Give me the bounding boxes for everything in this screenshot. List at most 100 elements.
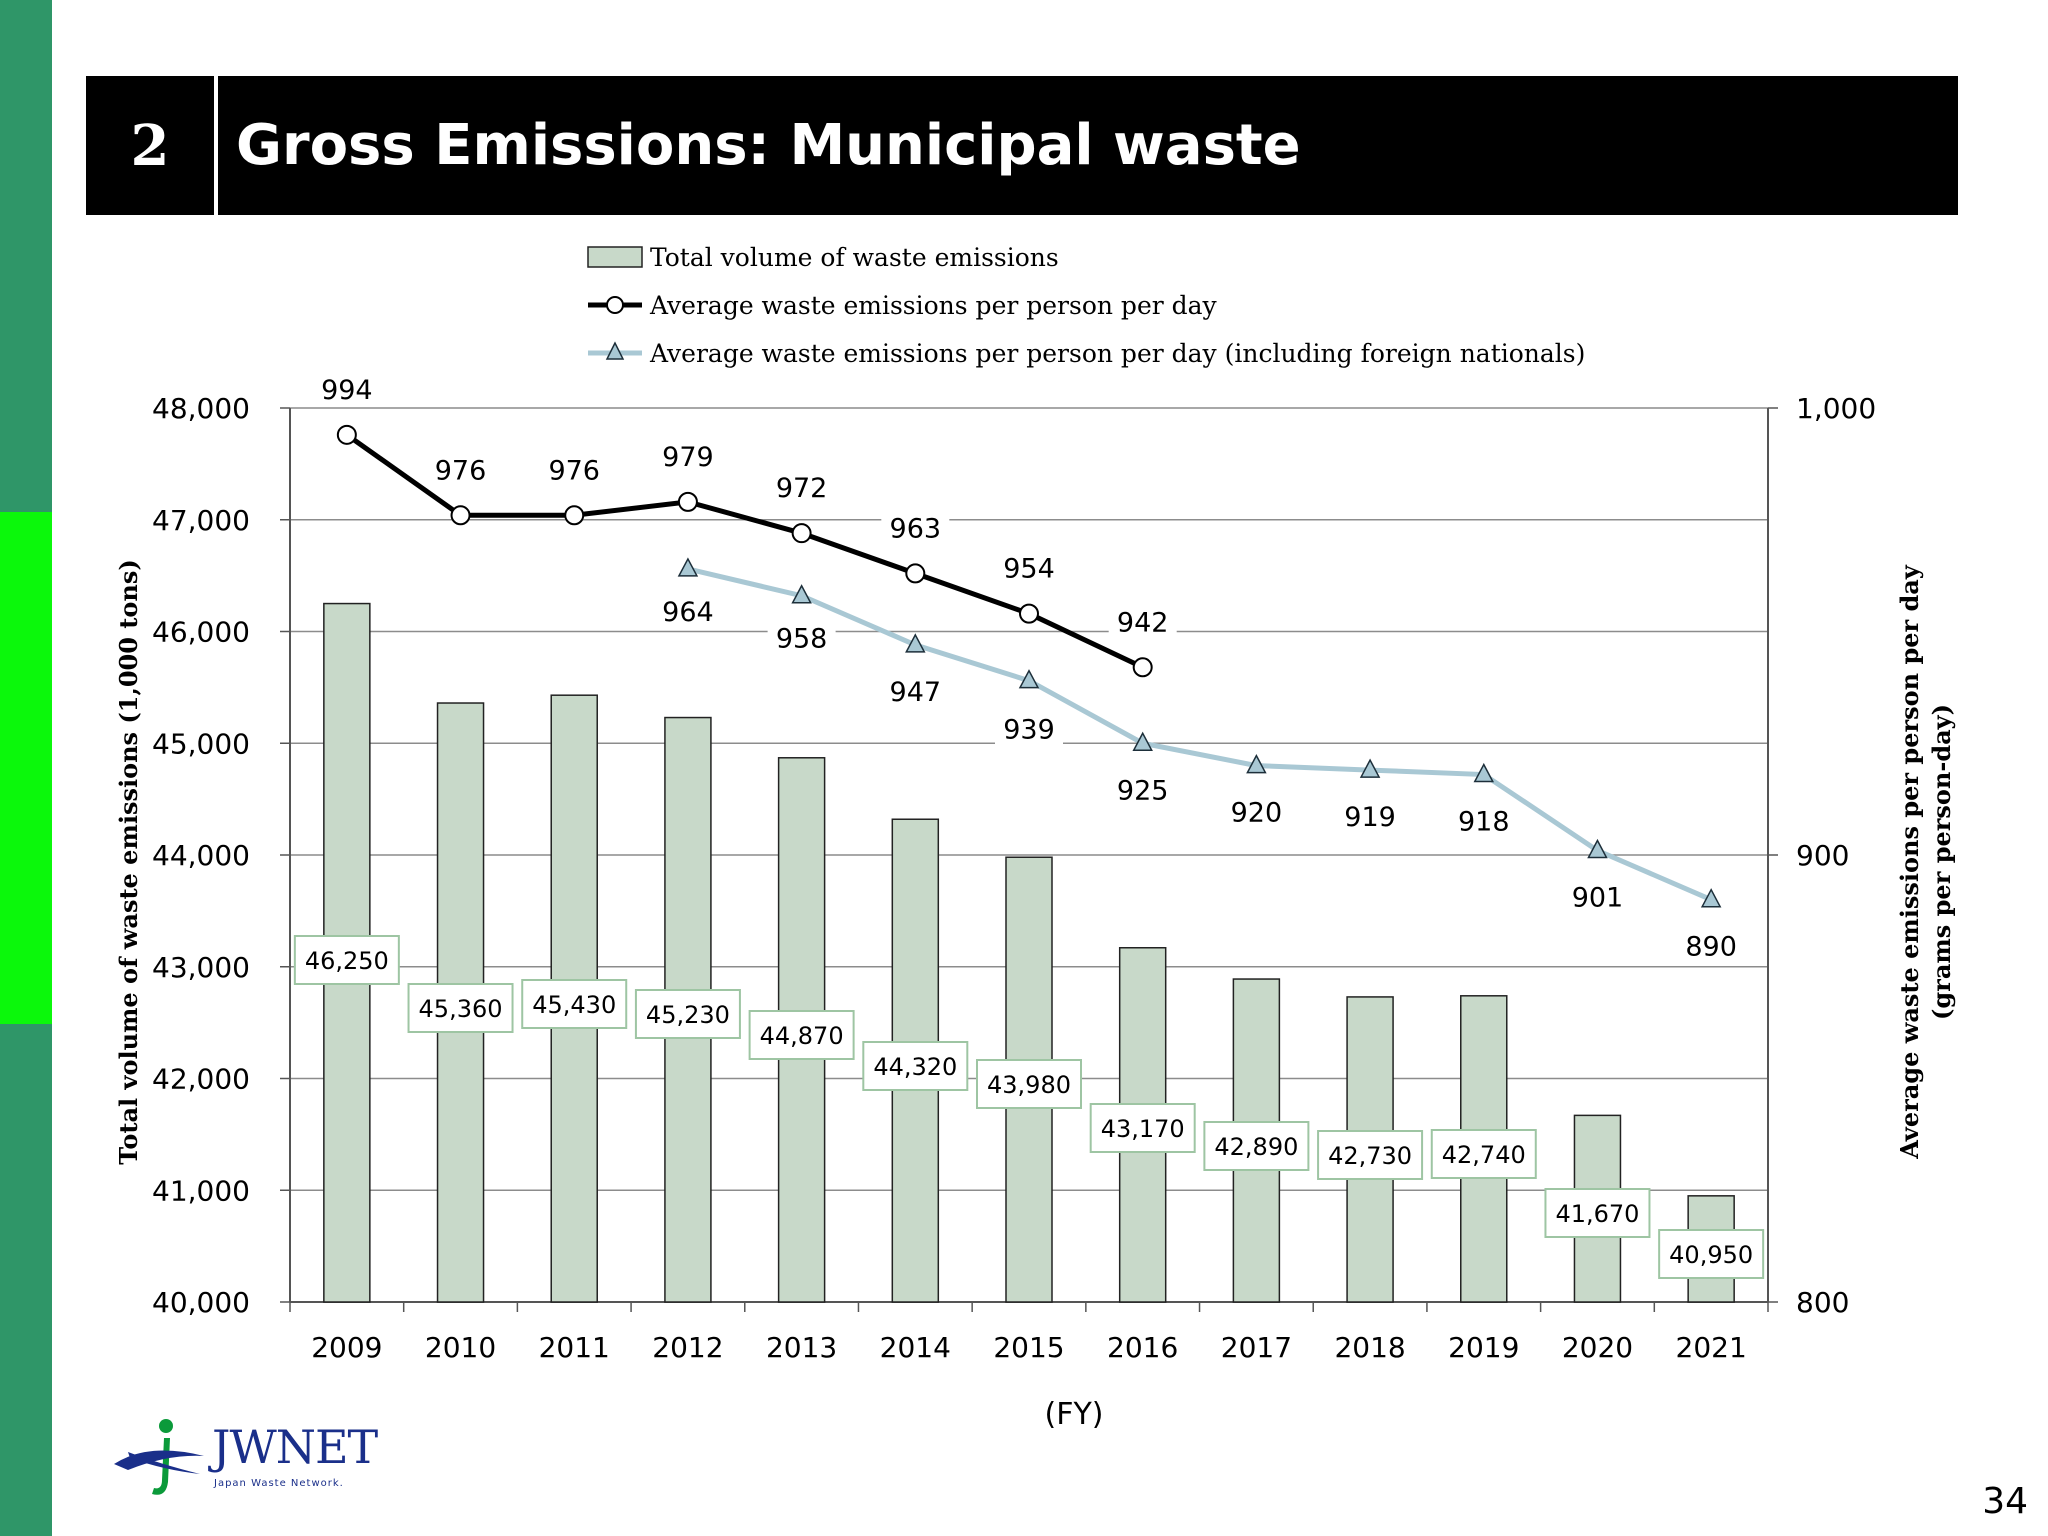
bar-label-box — [1658, 1229, 1765, 1279]
bar-value-label: 41,670 — [1555, 1200, 1639, 1228]
per-capita-series-value-label: 976 — [548, 455, 600, 486]
per-capita-foreign-series-point — [1132, 731, 1153, 751]
y2-tick-label: 900 — [1796, 839, 1849, 872]
x-tick-label: 2010 — [425, 1331, 496, 1364]
per-capita-foreign-series-point — [1246, 753, 1267, 774]
bar-label-box — [521, 979, 628, 1029]
per-capita-foreign-series-label-bg — [1336, 800, 1405, 835]
bar-label-box — [1203, 1121, 1310, 1171]
per-capita-series-point — [564, 505, 585, 526]
per-capita-foreign-series-point — [905, 633, 926, 653]
slide-header: 2 Gross Emissions: Municipal waste — [86, 76, 1958, 215]
per-capita-foreign-series-line — [687, 566, 1713, 902]
bar-value-label: 46,250 — [305, 947, 389, 975]
per-capita-series-point — [791, 523, 812, 544]
per-capita-series-value-label: 972 — [776, 473, 828, 504]
per-capita-series-label-bg — [653, 439, 722, 474]
per-capita-foreign-series-point — [791, 584, 812, 604]
y-tick-label: 47,000 — [152, 504, 250, 537]
jwnet-mark-icon — [114, 1419, 204, 1495]
per-capita-series-point — [1132, 657, 1153, 678]
bar-value-label: 42,740 — [1442, 1141, 1526, 1169]
x-tick-label: 2018 — [1334, 1331, 1405, 1364]
x-tick-label: 2020 — [1562, 1331, 1633, 1364]
per-capita-foreign-series-point — [1700, 888, 1722, 908]
bar-label-box — [407, 983, 514, 1033]
per-capita-series-label-bg — [1108, 605, 1177, 640]
per-capita-series-point — [905, 563, 926, 584]
legend-label: Total volume of waste emissions — [650, 243, 1059, 272]
legend-label: Average waste emissions per person per d… — [649, 291, 1218, 320]
x-tick-label: 2017 — [1221, 1331, 1292, 1364]
per-capita-foreign-series-value-label: 939 — [1003, 715, 1055, 746]
per-capita-foreign-series-point — [1473, 762, 1495, 783]
x-tick-label: 2012 — [652, 1331, 723, 1364]
per-capita-series-label-bg — [426, 453, 495, 488]
per-capita-series-label-bg — [312, 372, 381, 407]
y2-axis-title-line2: (grams per person-day) — [1927, 704, 1956, 1020]
per-capita-series-value-label: 954 — [1003, 554, 1055, 585]
per-capita-series-point — [336, 424, 357, 445]
y-tick-label: 40,000 — [152, 1286, 250, 1319]
x-tick-label: 2021 — [1676, 1331, 1747, 1364]
per-capita-foreign-series-label-bg — [767, 621, 836, 656]
bar-value-label: 40,950 — [1669, 1241, 1753, 1269]
y-tick-label: 41,000 — [152, 1174, 250, 1207]
legend-swatch-bar — [587, 246, 643, 268]
bar-label-box — [293, 935, 400, 985]
page-number: 34 — [1982, 1481, 2028, 1522]
per-capita-foreign-series-point — [1359, 758, 1381, 778]
x-tick-label: 2011 — [539, 1331, 610, 1364]
per-capita-foreign-series-label-bg — [881, 674, 950, 709]
bar-label-box — [748, 1010, 855, 1060]
bar-value-label: 45,360 — [419, 995, 503, 1023]
per-capita-foreign-series-point — [677, 557, 699, 577]
per-capita-foreign-series-value-label: 919 — [1344, 802, 1396, 833]
slide-title: Gross Emissions: Municipal waste — [236, 113, 1301, 178]
y2-tick-label: 1,000 — [1796, 392, 1876, 425]
per-capita-series-line — [345, 432, 1144, 670]
bar-label-box — [1089, 1103, 1196, 1153]
per-capita-foreign-series-point — [1587, 838, 1608, 859]
y-tick-label: 46,000 — [152, 616, 250, 649]
bar-value-label: 45,430 — [532, 991, 616, 1019]
per-capita-series-value-label: 979 — [662, 442, 714, 473]
bar-value-label: 44,320 — [873, 1053, 957, 1081]
bar-value-label: 45,230 — [646, 1001, 730, 1029]
legend-circle-icon — [606, 296, 624, 314]
bar-label-box — [976, 1059, 1082, 1109]
per-capita-foreign-series-label-bg — [995, 712, 1063, 747]
per-capita-foreign-series-value-label: 925 — [1117, 775, 1169, 806]
x-axis-title: (FY) — [1045, 1397, 1104, 1432]
x-tick-label: 2019 — [1448, 1331, 1519, 1364]
per-capita-foreign-series-value-label: 890 — [1685, 932, 1737, 963]
bar-label-box — [862, 1041, 969, 1091]
bar-value-label: 43,170 — [1101, 1115, 1185, 1143]
per-capita-series-label-bg — [540, 453, 609, 488]
bar-label-box — [1317, 1130, 1424, 1180]
bar-value-label: 43,980 — [987, 1071, 1071, 1099]
per-capita-foreign-series-value-label: 947 — [890, 677, 942, 708]
per-capita-foreign-series-value-label: 958 — [776, 624, 828, 655]
x-tick-label: 2009 — [311, 1331, 382, 1364]
jwnet-logo: JWNET Japan Waste Network. — [108, 1412, 398, 1502]
y-axis-title: Total volume of waste emissions (1,000 t… — [114, 559, 143, 1164]
per-capita-series-value-label: 976 — [435, 455, 487, 486]
per-capita-foreign-series-label-bg — [1677, 929, 1746, 964]
per-capita-foreign-series-label-bg — [653, 594, 722, 629]
per-capita-foreign-series-label-bg — [1449, 804, 1518, 839]
x-tick-label: 2016 — [1107, 1331, 1178, 1364]
per-capita-foreign-series-label-bg — [1108, 773, 1177, 808]
x-tick-label: 2014 — [880, 1331, 951, 1364]
x-tick-label: 2015 — [993, 1331, 1064, 1364]
per-capita-foreign-series-value-label: 964 — [662, 597, 714, 628]
per-capita-foreign-series-label-bg — [1222, 795, 1291, 830]
per-capita-foreign-series-value-label: 920 — [1231, 798, 1283, 829]
legend-triangle-icon — [605, 341, 625, 360]
per-capita-series-value-label: 994 — [321, 375, 373, 406]
per-capita-foreign-series-value-label: 901 — [1572, 883, 1624, 914]
per-capita-foreign-series-value-label: 918 — [1458, 807, 1510, 838]
per-capita-foreign-series-label-bg — [1563, 880, 1632, 915]
bar-value-label: 42,890 — [1214, 1133, 1298, 1161]
